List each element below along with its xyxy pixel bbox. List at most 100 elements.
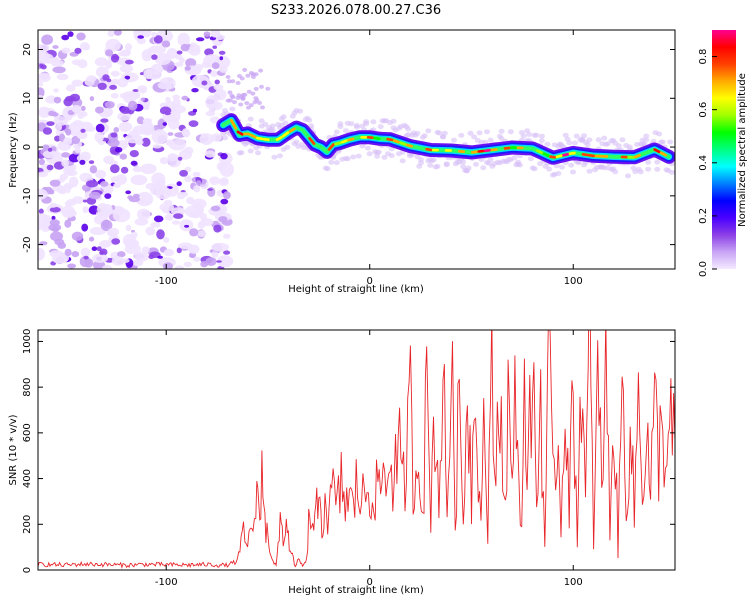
noise-blob	[83, 200, 87, 203]
noise-blob	[62, 48, 71, 54]
noise-blob	[121, 167, 128, 174]
noise-blob	[237, 93, 242, 97]
ridge-halo	[511, 155, 517, 160]
noise-blob	[113, 183, 121, 188]
noise-blob	[95, 107, 104, 114]
noise-blob	[80, 129, 85, 133]
ridge-halo	[255, 150, 261, 155]
ridge-halo	[376, 150, 382, 155]
noise-blob	[196, 180, 201, 186]
noise-blob	[160, 157, 169, 164]
noise-blob	[34, 44, 49, 52]
noise-blob	[54, 116, 68, 126]
noise-blob	[83, 206, 89, 213]
ridge-peak	[590, 155, 595, 156]
noise-blob	[41, 35, 53, 45]
noise-blob	[219, 66, 227, 73]
noise-blob	[217, 162, 227, 171]
ridge-halo	[544, 142, 550, 147]
ridge-peak	[472, 152, 477, 153]
snr-y-tick-label: 600	[22, 423, 33, 442]
ridge-halo	[656, 132, 662, 137]
ridge-halo	[508, 129, 514, 134]
ridge-halo	[325, 166, 331, 171]
ridge-peak	[394, 141, 398, 143]
noise-blob	[206, 111, 216, 116]
noise-blob	[169, 138, 187, 150]
noise-blob	[204, 31, 211, 36]
noise-blob	[142, 246, 150, 253]
noise-blob	[250, 92, 255, 96]
noise-blob	[163, 237, 169, 243]
noise-blob	[100, 118, 108, 122]
noise-blob	[34, 51, 50, 64]
noise-blob	[231, 95, 236, 99]
ridge-halo	[458, 133, 464, 138]
noise-blob	[99, 251, 104, 255]
noise-blob	[155, 53, 171, 65]
snr-y-tick-label: 0	[22, 567, 33, 573]
noise-blob	[95, 132, 104, 143]
ridge-halo	[354, 123, 360, 128]
noise-blob	[52, 253, 67, 263]
noise-blob	[115, 147, 122, 153]
ridge-halo	[370, 119, 376, 124]
noise-blob	[57, 74, 69, 81]
noise-blob	[173, 213, 183, 219]
noise-blob	[49, 203, 57, 208]
ridge-halo	[612, 169, 618, 174]
spectrogram-y-tick-label: 20	[22, 43, 33, 56]
noise-blob	[162, 41, 170, 48]
ridge-halo	[625, 173, 631, 178]
ridge-halo	[272, 155, 278, 160]
snr-y-tick-label: 800	[22, 378, 33, 397]
noise-blob	[212, 251, 219, 258]
colorbar-tick-label: 0.4	[698, 155, 709, 171]
ridge-halo	[667, 140, 673, 145]
spectrogram-x-tick-label: 100	[564, 276, 583, 287]
noise-blob	[164, 200, 173, 205]
noise-blob	[184, 147, 194, 155]
noise-blob	[242, 93, 247, 97]
noise-blob	[120, 154, 127, 160]
noise-blob	[181, 96, 188, 101]
noise-blob	[105, 101, 115, 108]
noise-blob	[184, 225, 189, 228]
spectrogram-x-axis-label: Height of straight line (km)	[288, 284, 424, 295]
ridge-peak	[336, 143, 341, 144]
noise-blob	[206, 257, 217, 266]
ridge-halo	[422, 133, 428, 138]
ridge-peak	[635, 155, 640, 157]
noise-blob	[95, 57, 108, 66]
noise-blob	[174, 62, 183, 67]
ridge-halo	[248, 117, 254, 122]
noise-blob	[177, 51, 183, 55]
ridge-halo	[425, 128, 431, 133]
noise-blob	[155, 187, 171, 200]
noise-blob	[193, 257, 200, 262]
noise-blob	[102, 74, 109, 80]
ridge-halo	[405, 127, 411, 132]
ridge-halo	[568, 163, 574, 168]
noise-blob	[260, 105, 265, 109]
noise-blob	[254, 87, 259, 91]
ridge-halo	[365, 146, 371, 151]
noise-blob	[143, 69, 152, 79]
ridge-halo	[559, 165, 565, 170]
noise-blob	[215, 80, 220, 85]
ridge-peak	[564, 154, 569, 155]
ridge-halo	[587, 137, 593, 142]
noise-blob	[63, 166, 74, 175]
noise-blob	[157, 256, 163, 259]
ridge-halo	[337, 121, 343, 126]
noise-blob	[37, 172, 48, 178]
noise-blob	[193, 45, 200, 52]
noise-blob	[50, 231, 63, 241]
noise-blob	[86, 126, 96, 132]
noise-blob	[84, 44, 90, 50]
noise-blob	[177, 181, 182, 186]
ridge-halo	[581, 133, 587, 138]
noise-blob	[152, 129, 168, 144]
noise-blob	[65, 201, 71, 206]
ridge-peak	[375, 138, 380, 139]
